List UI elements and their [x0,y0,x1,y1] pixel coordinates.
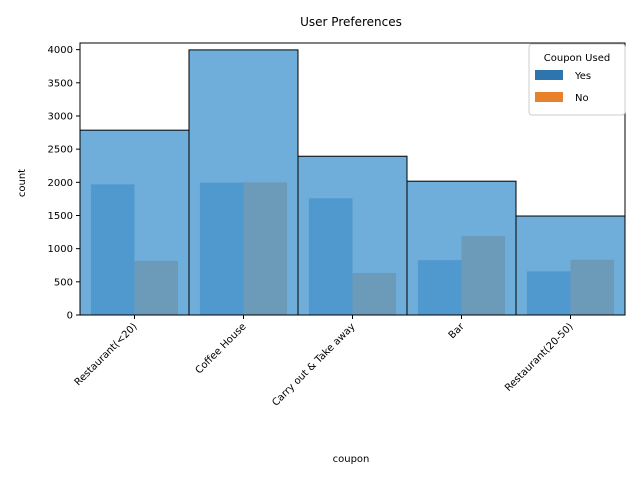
x-tick-label: Restaurant(20-50) [503,321,576,394]
x-tick-label: Restaurant(<20) [73,321,140,388]
chart-title: User Preferences [300,15,402,29]
y-tick-label: 3500 [48,78,73,89]
y-tick-label: 0 [67,311,73,322]
y-tick-label: 2000 [48,178,73,189]
bar-total-0 [79,129,190,316]
plot-area [79,42,626,316]
x-tick-label: Carry out & Take away [270,321,357,408]
x-tick-label: Bar [447,321,467,341]
y-tick-label: 500 [54,277,73,288]
y-tick-label: 3000 [48,111,73,122]
y-axis-label: count [17,169,28,197]
bar-total-4 [515,215,626,316]
x-tick-label: Coffee House [194,321,249,376]
legend-title: Coupon Used [544,53,610,64]
legend-label-yes: Yes [574,71,591,82]
legend-swatch-yes [535,70,563,80]
legend-label-no: No [575,93,589,104]
bar-total-2 [297,155,408,316]
bar-total-1 [188,49,299,316]
y-axis: 0 500 1000 1500 2000 2500 3000 3500 4000 [48,45,80,322]
bar-total-3 [406,180,517,316]
legend-swatch-no [535,92,563,102]
y-tick-label: 1500 [48,211,73,222]
y-tick-label: 4000 [48,45,73,56]
y-tick-label: 1000 [48,244,73,255]
legend: Coupon Used Yes No [528,43,626,116]
x-axis-label: coupon [333,454,370,465]
y-tick-label: 2500 [48,145,73,156]
x-axis: Restaurant(<20) Coffee House Carry out & T… [73,315,576,409]
